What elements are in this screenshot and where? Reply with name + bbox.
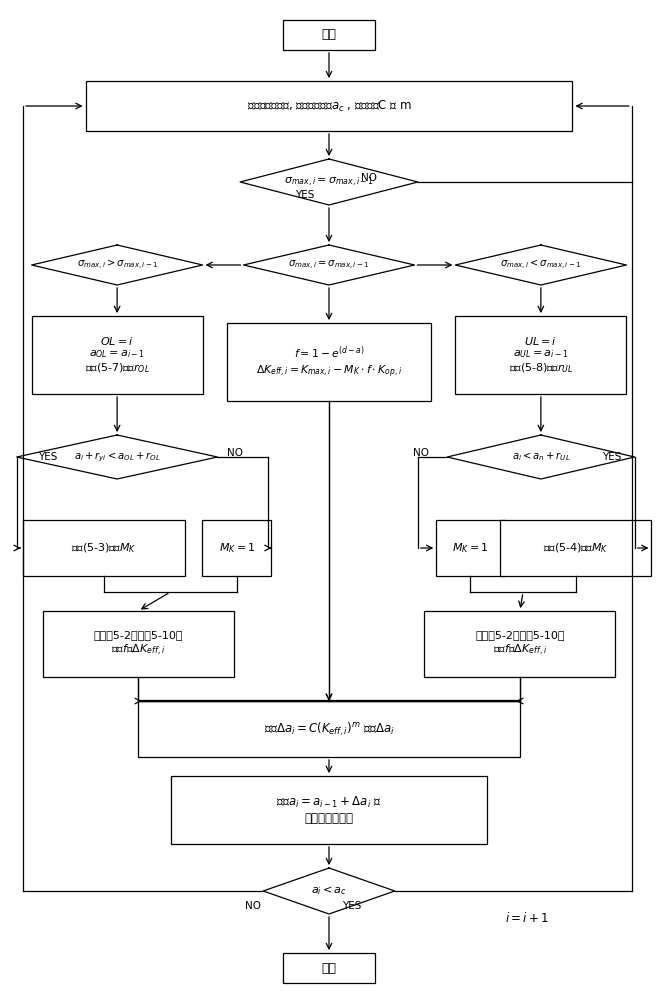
Text: YES: YES xyxy=(342,901,361,911)
Text: 由式（5-2）、（5-10）
计算$f$、$\Delta K_{eff,i}$: 由式（5-2）、（5-10） 计算$f$、$\Delta K_{eff,i}$ xyxy=(475,630,565,658)
Text: $i=i+1$: $i=i+1$ xyxy=(505,911,548,925)
FancyBboxPatch shape xyxy=(43,611,234,677)
Polygon shape xyxy=(243,245,415,285)
FancyBboxPatch shape xyxy=(138,701,520,757)
Polygon shape xyxy=(455,245,626,285)
Polygon shape xyxy=(32,245,203,285)
FancyBboxPatch shape xyxy=(32,316,203,394)
Text: 由式(5-3)计算$M_K$: 由式(5-3)计算$M_K$ xyxy=(71,541,137,555)
FancyBboxPatch shape xyxy=(171,776,487,844)
Text: YES: YES xyxy=(38,452,57,462)
Text: $f=1-e^{(d-a)}$
$\Delta K_{eff,i}=K_{max,i}-M_K\cdot f\cdot K_{op,i}$: $f=1-e^{(d-a)}$ $\Delta K_{eff,i}=K_{max… xyxy=(256,344,402,380)
Text: $\sigma_{max,i}<\sigma_{max,i-1}$: $\sigma_{max,i}<\sigma_{max,i-1}$ xyxy=(500,258,582,272)
Text: 开始: 开始 xyxy=(322,28,336,41)
Text: 通过$a_i=a_{i-1}+\Delta a_i$ 计
算裂纹扩展深度: 通过$a_i=a_{i-1}+\Delta a_i$ 计 算裂纹扩展深度 xyxy=(276,795,382,825)
Text: NO: NO xyxy=(413,448,429,458)
Text: $a_i < a_c$: $a_i < a_c$ xyxy=(311,885,347,897)
FancyBboxPatch shape xyxy=(436,520,505,576)
Text: 通过$\Delta a_i=C\left(K_{eff,i}\right)^m$ 计算$\Delta a_i$: 通过$\Delta a_i=C\left(K_{eff,i}\right)^m$… xyxy=(264,720,394,738)
FancyBboxPatch shape xyxy=(283,953,375,983)
FancyBboxPatch shape xyxy=(455,316,626,394)
Text: $\sigma_{max,i}=\sigma_{max,i-1}$: $\sigma_{max,i}=\sigma_{max,i-1}$ xyxy=(288,258,370,272)
Text: $a_i+r_{yi}<a_{OL}+r_{OL}$: $a_i+r_{yi}<a_{OL}+r_{OL}$ xyxy=(74,450,161,464)
Text: $\sigma_{max,i}>\sigma_{max,i-1}$: $\sigma_{max,i}>\sigma_{max,i-1}$ xyxy=(76,258,158,272)
Text: 由式（5-2）、（5-10）
计算$f$、$\Delta K_{eff,i}$: 由式（5-2）、（5-10） 计算$f$、$\Delta K_{eff,i}$ xyxy=(93,630,183,658)
Text: $OL = i$
$a_{OL} = a_{i-1}$
由式(5-7)计算$r_{OL}$: $OL = i$ $a_{OL} = a_{i-1}$ 由式(5-7)计算$r_… xyxy=(85,335,149,375)
Text: $M_K=1$: $M_K=1$ xyxy=(218,541,255,555)
Polygon shape xyxy=(447,435,634,479)
FancyBboxPatch shape xyxy=(500,520,651,576)
Text: 结束: 结束 xyxy=(322,962,336,974)
Text: $UL = i$
$a_{UL} = a_{i-1}$
由式(5-8)计算$r_{UL}$: $UL = i$ $a_{UL} = a_{i-1}$ 由式(5-8)计算$r_… xyxy=(509,335,573,375)
Polygon shape xyxy=(263,868,395,914)
FancyBboxPatch shape xyxy=(203,520,272,576)
Text: NO: NO xyxy=(361,173,376,183)
FancyBboxPatch shape xyxy=(283,20,375,50)
Text: YES: YES xyxy=(295,190,315,200)
FancyBboxPatch shape xyxy=(86,81,572,131)
Text: 由式(5-4)计算$M_K$: 由式(5-4)计算$M_K$ xyxy=(543,541,609,555)
Text: NO: NO xyxy=(227,448,243,458)
Polygon shape xyxy=(16,435,217,479)
FancyBboxPatch shape xyxy=(424,611,615,677)
FancyBboxPatch shape xyxy=(24,520,184,576)
Text: $M_K=1$: $M_K=1$ xyxy=(452,541,489,555)
Text: $\sigma_{max,i}=\sigma_{max,i-1}$: $\sigma_{max,i}=\sigma_{max,i-1}$ xyxy=(284,175,374,189)
Text: YES: YES xyxy=(602,452,622,462)
Text: 输入初始裂纹尺, 临界断裂尺寸$a_c$ , 材料常数C 及 m: 输入初始裂纹尺, 临界断裂尺寸$a_c$ , 材料常数C 及 m xyxy=(247,98,411,114)
Text: $a_i < a_n + r_{UL}$: $a_i < a_n + r_{UL}$ xyxy=(512,451,570,463)
Polygon shape xyxy=(240,159,418,205)
FancyBboxPatch shape xyxy=(227,323,431,401)
Text: NO: NO xyxy=(245,901,261,911)
